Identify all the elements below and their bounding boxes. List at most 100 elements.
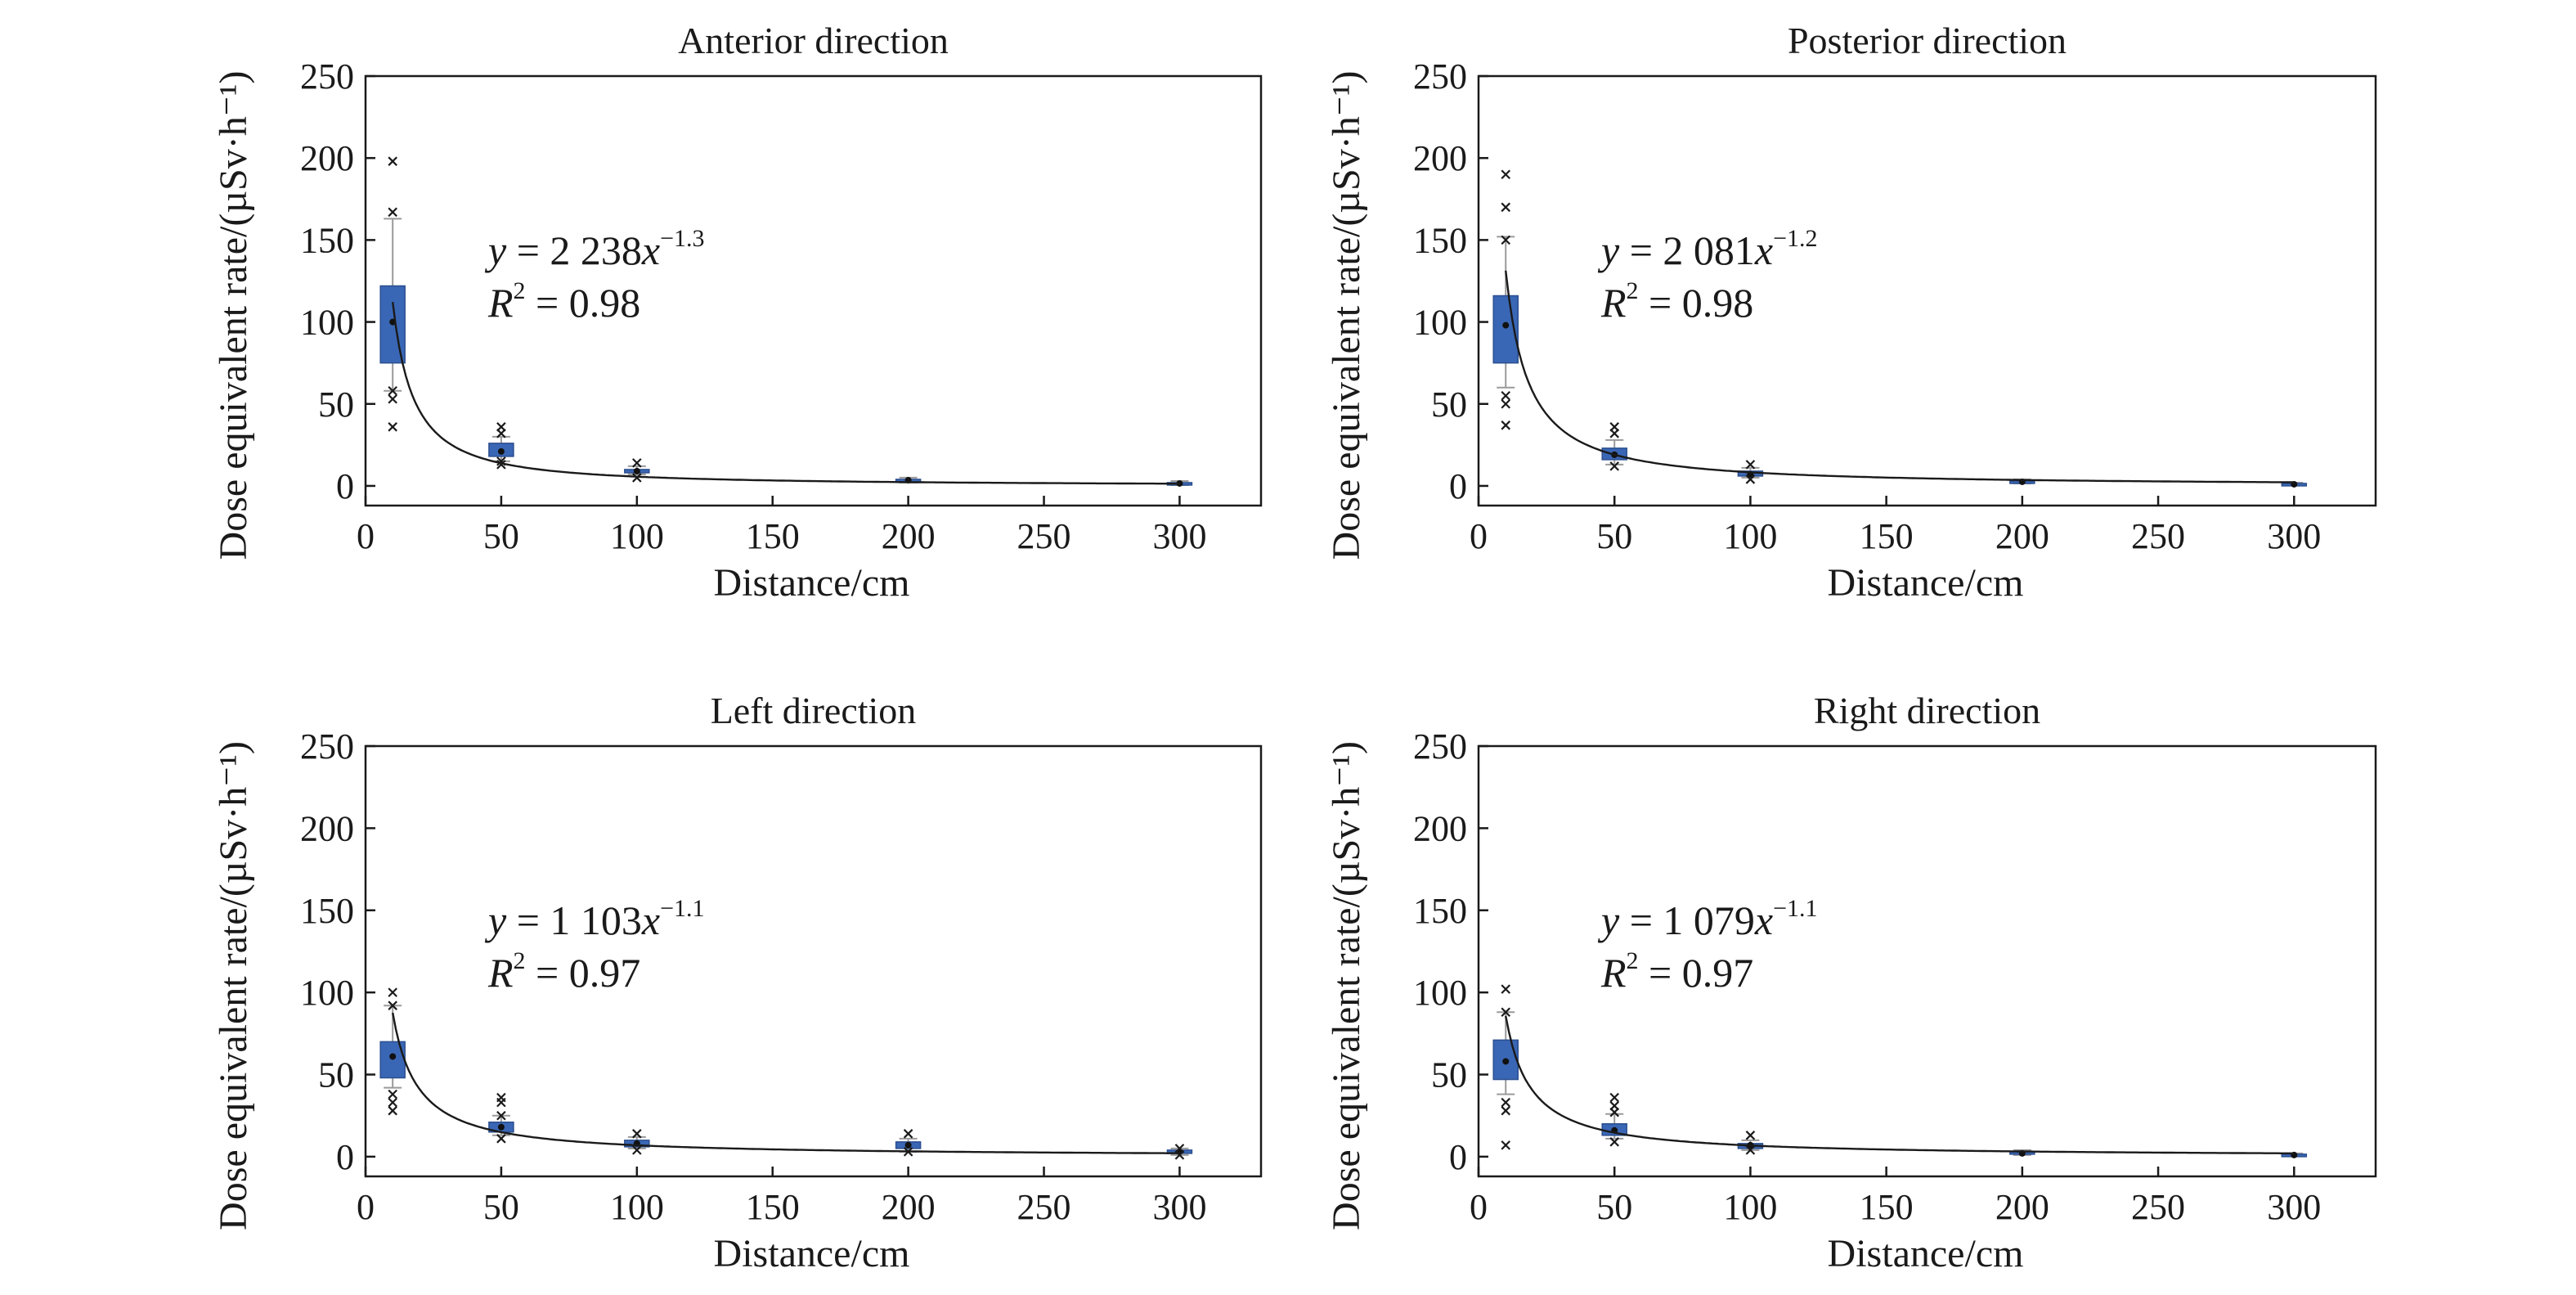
outlier-marker [388, 1105, 397, 1116]
outlier-marker [388, 393, 397, 404]
x-tick-label: 50 [483, 516, 519, 556]
x-tick-label: 300 [2267, 516, 2321, 556]
outlier-marker [903, 1129, 913, 1139]
y-tick-label: 100 [1413, 973, 1467, 1013]
fit-curve [392, 302, 1180, 485]
outlier-marker [1501, 169, 1511, 180]
y-tick-label: 250 [1413, 56, 1467, 97]
y-tick-label: 150 [1413, 891, 1467, 931]
fit-equation: y = 1 079x−1.1 [1597, 895, 1818, 943]
y-tick-label: 50 [1431, 1055, 1467, 1095]
r-squared: R2 = 0.98 [487, 277, 640, 326]
outlier-marker [1609, 1107, 1619, 1117]
fit-equation: y = 1 103x−1.1 [484, 895, 705, 943]
y-tick-label: 50 [318, 1055, 354, 1095]
outlier-marker [1609, 429, 1619, 438]
outlier-marker [1501, 420, 1511, 430]
y-tick-label: 250 [300, 726, 354, 767]
outlier-marker [496, 1097, 506, 1108]
y-tick-label: 150 [1413, 220, 1467, 260]
y-tick-label: 100 [1413, 303, 1467, 343]
box-group [1601, 1092, 1627, 1147]
x-tick-label: 100 [1723, 1187, 1777, 1227]
x-tick-label: 150 [746, 1187, 800, 1227]
median-point [497, 1123, 505, 1131]
fit-curve [392, 1012, 1180, 1154]
y-axis-label: Dose equivalent rate/(µSv·h⁻¹) [212, 741, 255, 1230]
outlier-marker [388, 207, 397, 218]
chart-title: Anterior direction [678, 20, 949, 61]
y-tick-label: 0 [1449, 466, 1467, 506]
plot-frame [1477, 74, 2377, 507]
y-tick-label: 0 [336, 1137, 354, 1177]
x-tick-label: 300 [1152, 516, 1206, 556]
chart-title: Posterior direction [1788, 20, 2067, 61]
box-group [488, 1092, 514, 1144]
x-axis-label: Distance/cm [1828, 1232, 2024, 1275]
outlier-marker [1501, 984, 1511, 994]
outlier-marker [496, 429, 506, 438]
outlier-marker [388, 1000, 397, 1010]
outlier-marker [1609, 461, 1619, 471]
chart-panel: Right direction 0 50 100 150 200 250 300 0 50 100 1… [1325, 690, 2377, 1275]
x-tick-label: 0 [357, 1187, 375, 1227]
box-group [1601, 422, 1627, 471]
x-tick-label: 250 [2131, 1187, 2185, 1227]
median-point [1502, 1058, 1510, 1065]
x-tick-label: 200 [882, 516, 936, 556]
x-tick-label: 100 [610, 516, 664, 556]
x-tick-label: 0 [1470, 516, 1488, 556]
box-group [624, 458, 650, 483]
box-group [1492, 984, 1519, 1150]
box-group [624, 1129, 650, 1155]
y-tick-label: 0 [336, 466, 354, 506]
y-tick-label: 250 [300, 56, 354, 97]
y-tick-label: 100 [300, 303, 354, 343]
x-tick-label: 200 [1995, 516, 2049, 556]
x-axis-label: Distance/cm [1828, 561, 2024, 605]
fit-equation: y = 2 238x−1.3 [484, 225, 705, 273]
box-group [1737, 1131, 1764, 1155]
y-tick-label: 150 [300, 220, 354, 260]
fit-curve [1505, 1015, 2295, 1154]
x-tick-label: 50 [1596, 516, 1632, 556]
outlier-marker [388, 1089, 397, 1099]
chart-title: Left direction [711, 690, 917, 731]
chart-panel: Anterior direction 0 50 100 150 200 250 300 0 50 1… [212, 20, 1263, 605]
median-point [633, 467, 640, 474]
x-tick-label: 200 [1995, 1187, 2049, 1227]
outlier-marker [496, 1134, 506, 1144]
outlier-marker [632, 1145, 642, 1155]
plot-frame [1477, 744, 2377, 1178]
median-point [497, 447, 505, 455]
chart-panel: Posterior direction 0 50 100 150 200 250 300 0 50… [1325, 20, 2377, 605]
x-tick-label: 250 [2131, 516, 2185, 556]
x-tick-label: 100 [1723, 516, 1777, 556]
outlier-marker [388, 385, 397, 396]
y-tick-label: 50 [318, 384, 354, 425]
x-axis-label: Distance/cm [714, 561, 910, 605]
x-tick-label: 300 [1152, 1187, 1206, 1227]
y-tick-label: 100 [300, 973, 354, 1013]
x-tick-label: 150 [1860, 1187, 1914, 1227]
x-tick-label: 50 [483, 1187, 519, 1227]
outlier-marker [1501, 390, 1511, 401]
chart-panel: Left direction 0 50 100 150 200 250 300 0 50 100 15… [212, 690, 1263, 1275]
box-group [1166, 1144, 1193, 1160]
outlier-marker [1745, 1145, 1756, 1155]
median-point [1502, 322, 1510, 329]
x-axis-label: Distance/cm [714, 1232, 910, 1275]
x-tick-label: 250 [1017, 516, 1071, 556]
r-squared: R2 = 0.98 [1600, 277, 1753, 326]
y-tick-label: 50 [1431, 384, 1467, 425]
y-tick-label: 0 [1449, 1137, 1467, 1177]
y-axis-label: Dose equivalent rate/(µSv·h⁻¹) [212, 71, 255, 560]
outlier-marker [388, 422, 397, 432]
plot-frame [364, 744, 1263, 1178]
x-tick-label: 200 [882, 1187, 936, 1227]
y-tick-label: 200 [1413, 808, 1467, 848]
x-tick-label: 0 [357, 516, 375, 556]
median-point [389, 1053, 397, 1060]
box-group [1492, 169, 1519, 430]
